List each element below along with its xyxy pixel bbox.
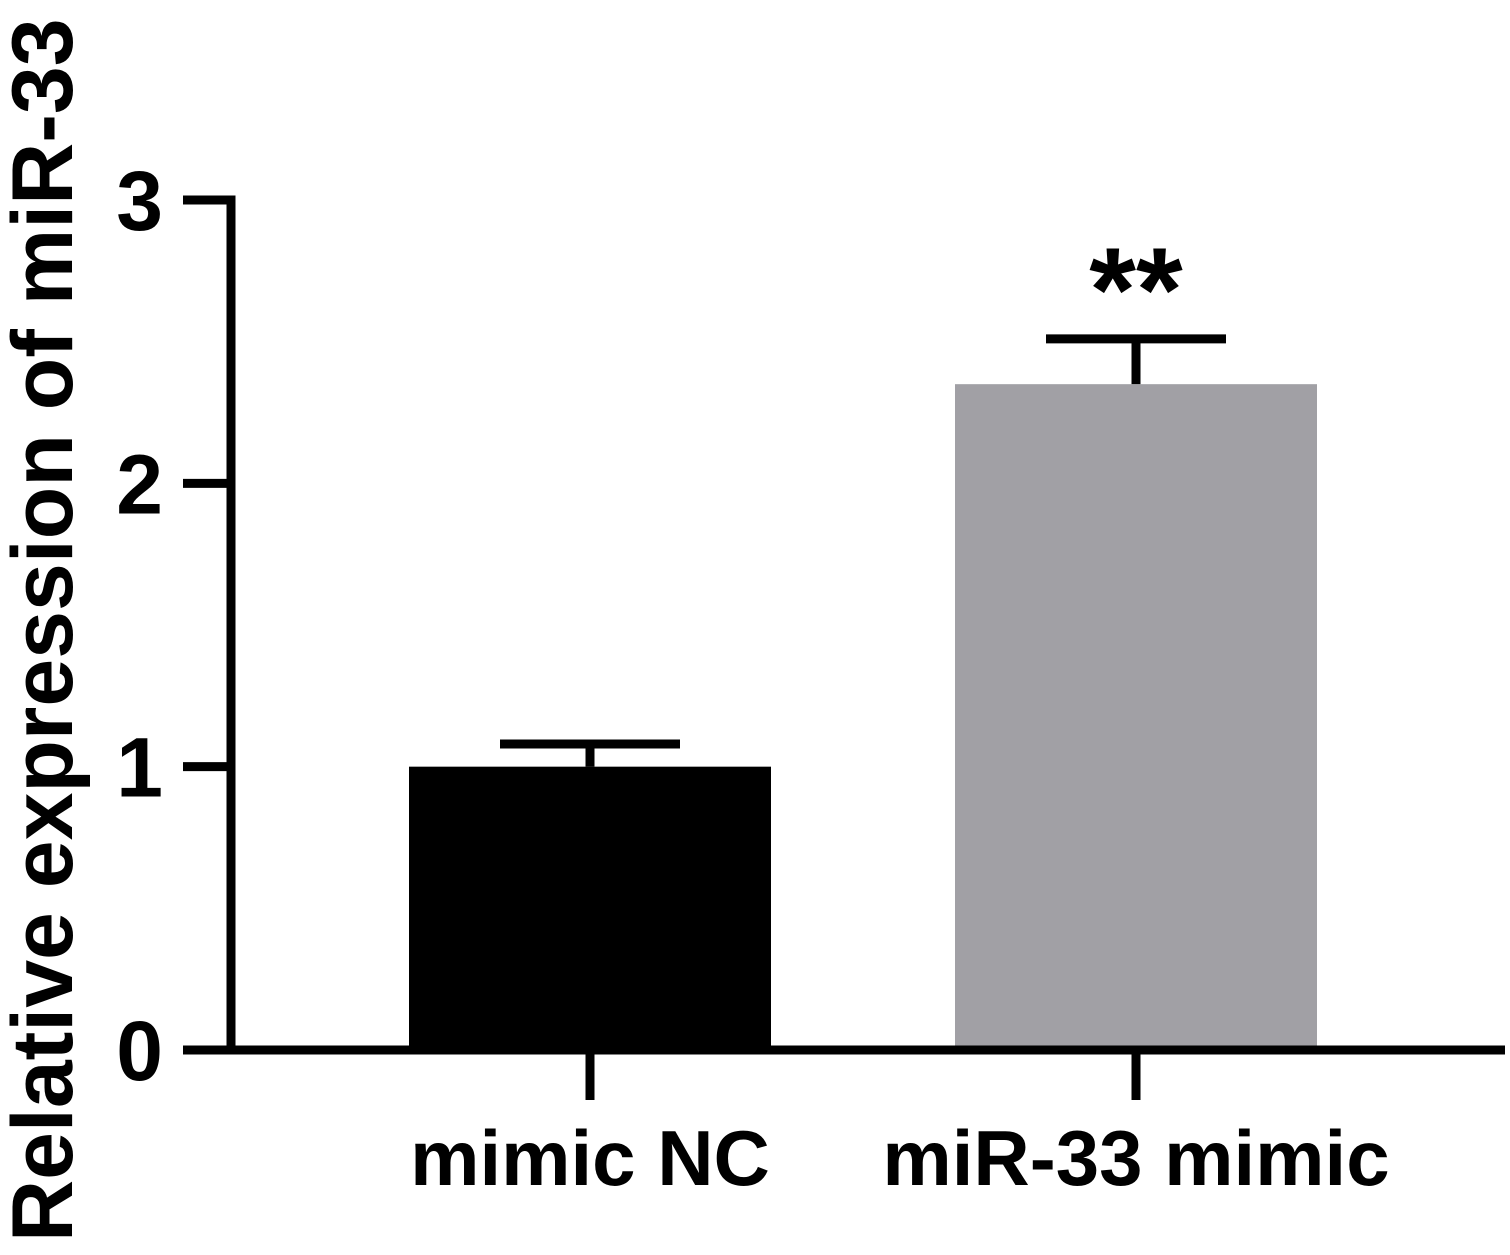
y-tick-label-2: 2 [116, 437, 163, 531]
y-axis-ticks: 0 1 2 3 [116, 154, 231, 1098]
bar-1 [955, 384, 1317, 1051]
category-label-0: mimic NC [410, 1114, 770, 1202]
category-label-1: miR-33 mimic [882, 1114, 1389, 1202]
y-tick-label-3: 3 [116, 154, 163, 248]
y-tick-label-0: 0 [116, 1004, 163, 1098]
axes [226, 195, 1505, 1055]
x-axis-ticks: mimic NC miR-33 mimic [410, 1050, 1390, 1202]
y-axis-label-group: Relative expression of miR-33 [0, 18, 91, 1242]
bars: ** [409, 223, 1317, 1051]
significance-label-1: ** [1089, 223, 1183, 357]
bar-0 [409, 766, 771, 1050]
y-tick-label-1: 1 [116, 721, 163, 815]
y-axis-label: Relative expression of miR-33 [0, 18, 91, 1242]
